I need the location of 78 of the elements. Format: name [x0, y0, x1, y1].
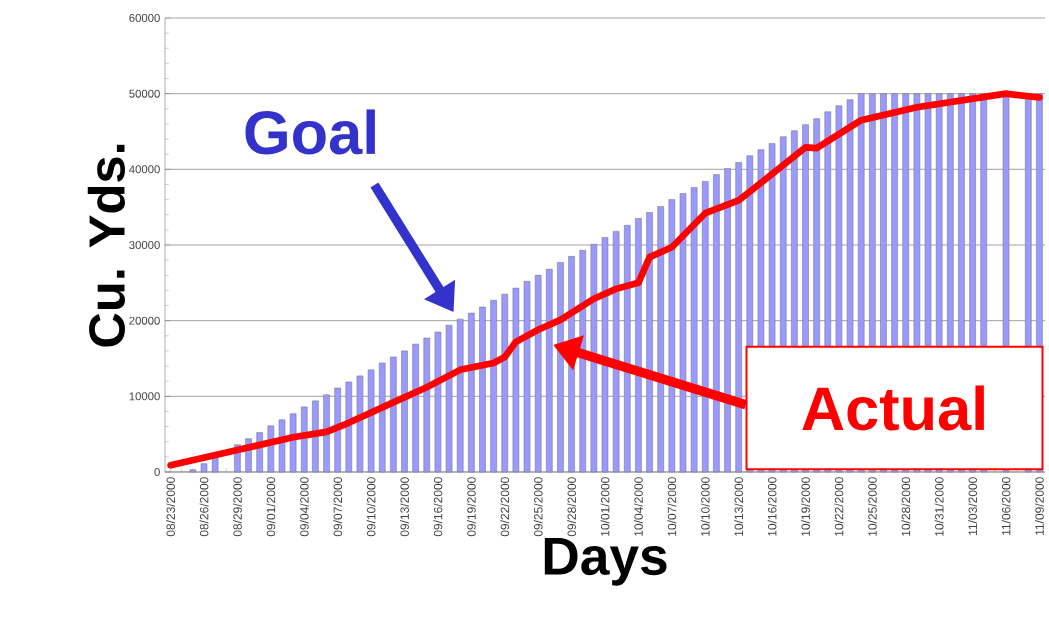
- annotation: Actual: [802, 385, 984, 431]
- bar: [189, 469, 197, 473]
- bar: [401, 350, 408, 473]
- bar: [334, 387, 341, 473]
- x-axis-title: Days: [544, 537, 667, 586]
- y-axis-title: Cu. Yds.: [87, 144, 125, 347]
- bar: [312, 400, 319, 473]
- bar: [434, 331, 442, 473]
- y-tick-label: 60000: [129, 14, 160, 22]
- bar: [646, 212, 653, 473]
- bar: [323, 394, 330, 473]
- x-tick-label: 09/13/2000: [400, 477, 409, 537]
- x-tick-label: 08/23/2000: [166, 477, 175, 537]
- y-tick-label: 20000: [129, 316, 160, 325]
- x-tick-label: 10/31/2000: [934, 477, 944, 536]
- bar: [713, 174, 720, 473]
- annotation: Goal: [245, 109, 375, 155]
- x-tick-label: 09/19/2000: [466, 477, 476, 537]
- x-tick-label: 09/25/2000: [533, 477, 543, 537]
- x-tick-label: 10/07/2000: [667, 477, 677, 536]
- bar: [512, 287, 520, 473]
- bar: [601, 237, 609, 473]
- bar: [701, 181, 709, 473]
- x-tick-label: 09/28/2000: [567, 477, 576, 537]
- x-tick-label: 09/07/2000: [333, 477, 343, 537]
- x-tick-label: 11/06/2000: [1001, 477, 1011, 535]
- bar: [534, 274, 542, 473]
- bar: [546, 268, 553, 473]
- bar: [390, 356, 397, 473]
- bar: [356, 375, 364, 473]
- x-tick-label: 10/16/2000: [767, 477, 777, 536]
- bar: [445, 324, 453, 473]
- y-tick-label: 40000: [129, 165, 160, 174]
- y-tick-label: 10000: [129, 392, 160, 401]
- x-tick-label: 09/22/2000: [500, 477, 510, 537]
- bar: [523, 281, 531, 473]
- bar: [412, 343, 419, 473]
- bar: [557, 262, 564, 473]
- bar: [423, 337, 431, 473]
- x-tick-label: 10/25/2000: [867, 477, 877, 536]
- bar: [200, 463, 208, 473]
- x-tick-label: 09/04/2000: [299, 477, 309, 537]
- bar: [367, 369, 375, 473]
- x-tick-label: 09/01/2000: [266, 477, 276, 537]
- y-tick-label: 30000: [129, 240, 160, 249]
- bar: [590, 243, 598, 473]
- bar: [657, 206, 664, 473]
- bar: [635, 218, 642, 473]
- bar: [668, 199, 676, 473]
- x-tick-label: 11/03/2000: [968, 477, 977, 535]
- bar: [501, 293, 509, 473]
- x-tick-label: 08/29/2000: [233, 477, 242, 537]
- bar: [735, 162, 742, 473]
- bar: [378, 362, 386, 473]
- bar: [479, 306, 486, 473]
- bar: [679, 193, 687, 473]
- bar: [211, 457, 219, 473]
- y-tick-label: 0: [154, 467, 160, 476]
- x-tick-label: 10/22/2000: [834, 477, 844, 536]
- x-tick-label: 08/26/2000: [199, 477, 209, 537]
- x-tick-label: 10/13/2000: [734, 477, 744, 536]
- y-tick-label: 50000: [129, 89, 160, 98]
- bar: [468, 312, 475, 473]
- x-tick-label: 10/01/2000: [600, 477, 610, 536]
- bar: [624, 225, 631, 473]
- x-tick-label: 10/19/2000: [801, 477, 810, 536]
- bar: [724, 168, 731, 473]
- bar: [490, 299, 497, 473]
- x-tick-label: 09/10/2000: [366, 477, 376, 537]
- x-tick-label: 10/04/2000: [634, 477, 643, 536]
- bar: [345, 381, 353, 473]
- x-tick-label: 11/09/2000: [1035, 477, 1044, 535]
- x-tick-label: 10/10/2000: [700, 477, 710, 536]
- x-tick-label: 09/16/2000: [433, 477, 443, 537]
- x-tick-label: 10/28/2000: [901, 477, 911, 536]
- bar: [456, 318, 464, 473]
- bar: [690, 187, 698, 473]
- bar: [612, 231, 620, 473]
